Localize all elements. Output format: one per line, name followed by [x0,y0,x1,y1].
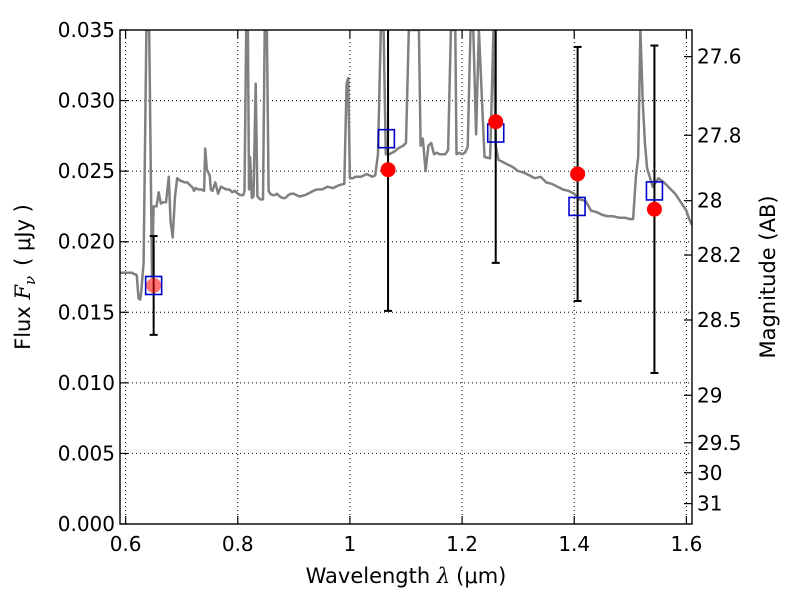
observed-point [146,277,162,293]
y-tick-label: 0.030 [58,89,115,113]
model-photometry-square [568,196,586,217]
observed-point [646,201,662,217]
x-tick-label: 1.6 [670,532,702,556]
x-tick-label: 1.2 [446,532,478,556]
y-tick-label: 0.025 [58,159,115,183]
y2-tick-label: 28.5 [697,308,742,332]
x-tick-labels: 0.6 0.8 1 1.2 1.4 1.6 [110,532,703,556]
y-axis-label: Flux Fν( μJy ) [11,204,39,350]
y-tick-label: 0.020 [58,230,115,254]
y2-tick-label: 28 [697,189,722,213]
y2-tick-labels: 27.6 27.8 28 28.2 28.5 29 29.5 30 31 [697,45,742,516]
y-tick-label: 0.000 [58,512,115,536]
y2-tick-label: 27.6 [697,45,742,69]
observed-point [380,162,396,178]
y2-tick-label: 29.5 [697,431,742,455]
x-tick-label: 1.4 [558,532,590,556]
y2-axis-label: Magnitude (AB) [756,195,780,358]
y-tick-label: 0.005 [58,441,115,465]
plot-frame [119,29,693,525]
y-tick-labels: 0.000 0.005 0.010 0.015 0.020 0.025 0.030 0.035 [58,18,115,536]
y-tick-label: 0.010 [58,371,115,395]
x-axis-label: Wavelength λ (μm) [306,564,507,588]
plot-area [120,30,692,374]
model-spectrum-line [120,30,692,301]
observed-point [488,114,504,130]
observed-point [570,166,586,182]
y-tick-label: 0.035 [58,18,115,42]
axis-ticks [120,29,692,525]
model-photometry-square [377,128,396,149]
y2-tick-label: 27.8 [697,123,742,147]
x-tick-label: 1 [344,532,357,556]
observed-photometry-markers [146,114,662,293]
x-tick-label: 0.8 [222,532,254,556]
model-photometry-square [144,275,163,296]
model-photometry-square [645,181,664,201]
x-tick-label: 0.6 [110,532,142,556]
y2-tick-label: 30 [697,461,722,485]
y-tick-label: 0.015 [58,300,115,324]
y2-tick-label: 28.2 [697,243,742,267]
y2-tick-label: 29 [697,383,722,407]
y2-tick-label: 31 [697,492,722,516]
